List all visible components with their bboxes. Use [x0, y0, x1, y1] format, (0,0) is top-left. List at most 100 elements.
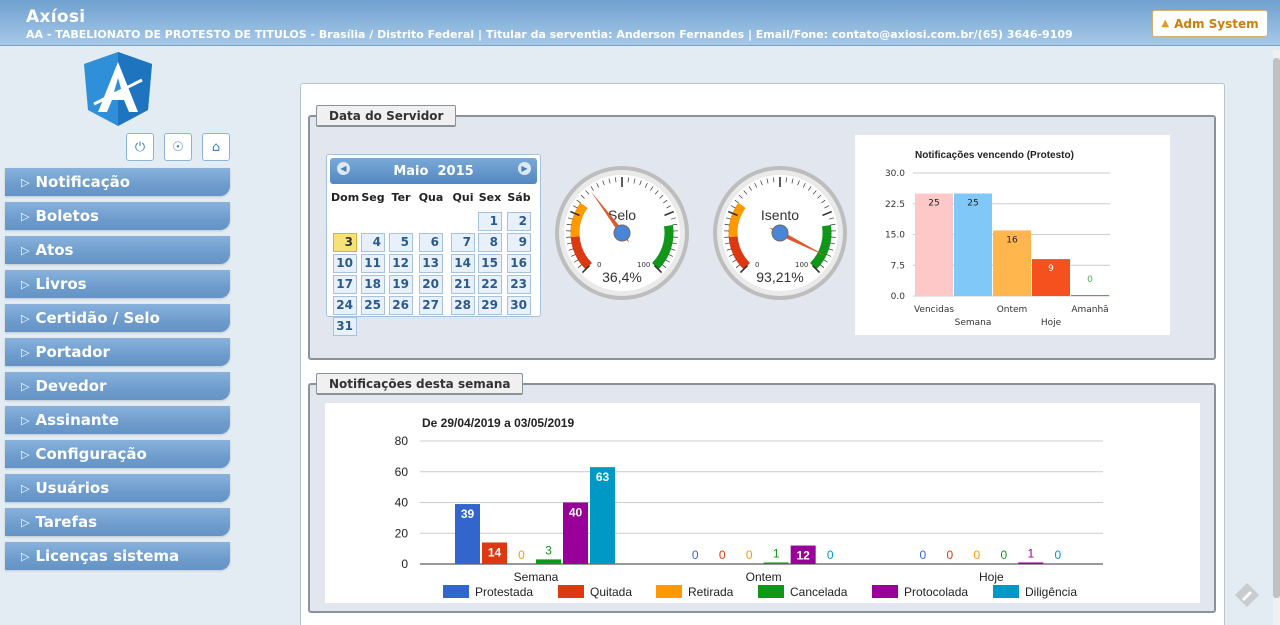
calendar-day[interactable]: 29: [478, 296, 502, 315]
weekday-label: Dom: [331, 191, 360, 204]
gauge-tick: [726, 248, 732, 251]
calendar-day[interactable]: 22: [478, 275, 502, 294]
gauge-tick: [739, 264, 749, 274]
next-month-icon[interactable]: ▶: [518, 162, 531, 175]
menu-licencas-sistema[interactable]: ▷ Licenças sistema: [5, 542, 230, 570]
power-icon[interactable]: ⏻: [126, 133, 154, 161]
calendar-day[interactable]: 11: [361, 254, 385, 273]
bar-value-label: 25: [967, 199, 978, 209]
gauge-tick: [581, 264, 591, 274]
calendar-day[interactable]: 31: [333, 317, 357, 336]
chart-title: De 29/04/2019 a 03/05/2019: [422, 416, 574, 430]
adm-system-button[interactable]: ▲ Adm System: [1152, 10, 1268, 37]
gauge-tick: [817, 194, 822, 199]
bar-value-label: 0: [746, 548, 753, 562]
calendar-day[interactable]: 26: [389, 296, 413, 315]
calendar-day[interactable]: 9: [507, 233, 531, 252]
gauge-tick: [828, 217, 834, 220]
calendar-day[interactable]: 27: [419, 296, 443, 315]
gauge-tick: [822, 210, 833, 217]
menu-notificacao[interactable]: ▷ Notificação: [5, 168, 230, 196]
prev-month-icon[interactable]: ◀: [337, 162, 350, 175]
triangle-right-icon: ▷: [21, 379, 30, 393]
calendar-day[interactable]: 17: [333, 275, 357, 294]
gauge-tick: [797, 180, 800, 186]
gauge-value: 36,4%: [602, 269, 642, 285]
calendar-day[interactable]: 5: [389, 233, 413, 252]
gauge-tick: [671, 242, 677, 245]
menu-atos[interactable]: ▷ Atos: [5, 236, 230, 264]
bar-value-label: 0: [1054, 548, 1061, 562]
bar-value-label: 0: [692, 548, 699, 562]
triangle-right-icon: ▷: [21, 209, 30, 223]
bar-value-label: 0: [1000, 548, 1007, 562]
calendar-day[interactable]: 28: [451, 296, 475, 315]
gauge-tick: [727, 210, 738, 217]
calendar-day[interactable]: 10: [333, 254, 357, 273]
gauge-tick: [743, 190, 748, 195]
gauge-band: [809, 224, 832, 270]
pencil-icon[interactable]: [1234, 582, 1260, 608]
menu-tarefas[interactable]: ▷ Tarefas: [5, 508, 230, 536]
calendar-day[interactable]: 23: [507, 275, 531, 294]
menu-devedor[interactable]: ▷ Devedor: [5, 372, 230, 400]
calendar-day[interactable]: 2: [507, 212, 531, 231]
bar: [763, 562, 789, 564]
menu-livros[interactable]: ▷ Livros: [5, 270, 230, 298]
gauge-tick: [568, 248, 574, 251]
bar-value-label: 63: [596, 470, 610, 484]
week-chart: De 29/04/2019 a 03/05/2019 80 60 40 20 0 39 14 0…: [325, 403, 1200, 603]
menu-portador[interactable]: ▷ Portador: [5, 338, 230, 366]
calendar-day[interactable]: 20: [419, 275, 443, 294]
gauge-tick: [672, 223, 678, 226]
weekday-label: Qui: [452, 191, 474, 204]
bar: [915, 193, 953, 296]
gauge-tick: [650, 186, 654, 191]
gauge-tick: [735, 264, 741, 268]
user-icon[interactable]: ☉: [164, 133, 192, 161]
calendar-day[interactable]: 14: [451, 254, 475, 273]
menu-configuracao[interactable]: ▷ Configuração: [5, 440, 230, 468]
bar-value-label: 1: [773, 546, 780, 560]
gauge-tick: [633, 178, 636, 184]
menu-usuarios[interactable]: ▷ Usuários: [5, 474, 230, 502]
calendar-day[interactable]: 4: [361, 233, 385, 252]
gauge-tick: [644, 182, 648, 188]
gauge-label: Selo: [608, 207, 636, 223]
menu-boletos[interactable]: ▷ Boletos: [5, 202, 230, 230]
calendar-day[interactable]: 15: [478, 254, 502, 273]
home-icon[interactable]: ⌂: [202, 133, 230, 161]
calendar-day[interactable]: 8: [478, 233, 502, 252]
gauge-tick: [574, 259, 579, 263]
gauge-band: [728, 202, 746, 238]
vencendo-chart-svg: Notificações vencendo (Protesto) 30.0 22.5…: [885, 150, 1110, 328]
calendar-day[interactable]: 1: [478, 212, 502, 231]
app-title: Axíosi: [26, 7, 86, 27]
calendar-day[interactable]: 6: [419, 233, 443, 252]
calendar-day[interactable]: 13: [419, 254, 443, 273]
calendar-day[interactable]: 24: [333, 296, 357, 315]
menu-certidao-selo[interactable]: ▷ Certidão / Selo: [5, 304, 230, 332]
calendar-day[interactable]: 21: [451, 275, 475, 294]
menu-assinante[interactable]: ▷ Assinante: [5, 406, 230, 434]
calendar-day[interactable]: 30: [507, 296, 531, 315]
scrollbar-thumb[interactable]: [1273, 58, 1280, 598]
y-tick-label: 20: [395, 526, 409, 540]
calendar-day-selected[interactable]: 3: [333, 233, 357, 252]
calendar-day[interactable]: 7: [451, 233, 475, 252]
gauge-tick: [580, 194, 585, 199]
calendar-day[interactable]: 19: [389, 275, 413, 294]
calendar-day[interactable]: 16: [507, 254, 531, 273]
legend-swatch: [758, 585, 784, 598]
calendar-day[interactable]: 12: [389, 254, 413, 273]
calendar-day[interactable]: 25: [361, 296, 385, 315]
gauge-value: 93,21%: [756, 269, 803, 285]
bar: [563, 502, 588, 564]
gauge-tick: [766, 178, 769, 184]
gauge-tick: [829, 242, 835, 245]
gauge-tick: [824, 205, 830, 209]
week-panel-title: Notificações desta semana: [316, 373, 524, 395]
calendar-day[interactable]: 18: [361, 275, 385, 294]
page-scrollbar[interactable]: [1273, 50, 1280, 625]
gauge-tick: [828, 248, 834, 251]
